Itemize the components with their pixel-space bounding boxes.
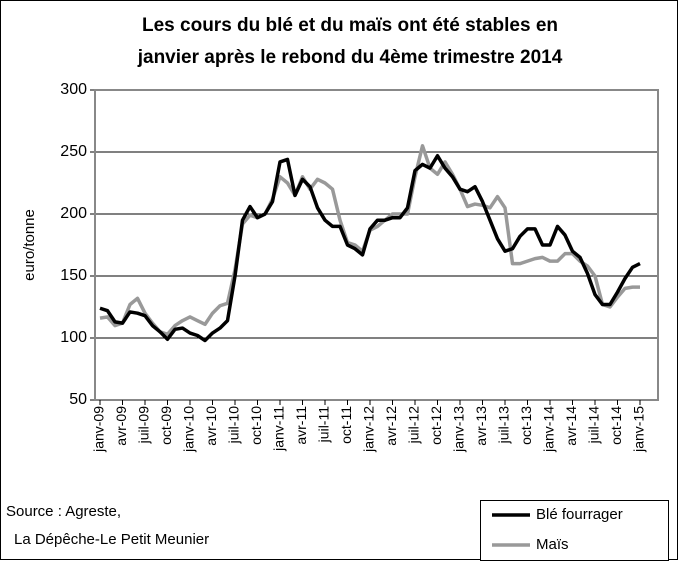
line-series <box>99 153 641 343</box>
y-tick-label: 100 <box>60 329 87 346</box>
x-tick-label: janv-13 <box>451 406 467 453</box>
x-tick-label: janv-09 <box>91 406 107 453</box>
x-tick-label: avr-09 <box>113 406 129 446</box>
y-tick-label: 50 <box>69 391 87 408</box>
x-tick-label: janv-15 <box>631 406 647 453</box>
x-tick-label: juil-11 <box>316 406 332 444</box>
legend-label: Blé fourrager <box>536 506 623 523</box>
x-tick-label: juil-14 <box>586 406 602 445</box>
x-tick-label: juil-12 <box>406 406 422 445</box>
x-tick-label: oct-10 <box>248 406 264 445</box>
x-tick-label: oct-11 <box>338 406 354 444</box>
x-tick-label: juil-09 <box>136 406 152 445</box>
x-tick-label: juil-13 <box>496 406 512 445</box>
y-axis-label: euro/tonne <box>21 209 38 281</box>
x-tick-label: avr-12 <box>383 406 399 446</box>
plot-area <box>94 89 659 401</box>
source: La Dépêche-Le Petit Meunier <box>14 531 209 548</box>
x-tick-label: avr-10 <box>203 406 219 446</box>
y-tick-label: 200 <box>60 205 87 222</box>
legend <box>480 500 669 561</box>
x-tick-label: avr-13 <box>473 406 489 446</box>
x-tick-label: janv-12 <box>361 406 377 453</box>
x-tick-label: avr-11 <box>293 406 309 445</box>
x-tick-label: oct-12 <box>428 406 444 445</box>
y-tick-label: 150 <box>60 267 87 284</box>
x-tick-label: oct-13 <box>518 406 534 445</box>
chart-title: Les cours du blé et du maïs ont été stab… <box>142 15 558 36</box>
source: Source : Agreste, <box>6 503 121 520</box>
chart-title: janvier après le rebond du 4ème trimestr… <box>137 47 563 68</box>
x-tick-label: janv-10 <box>181 406 197 453</box>
y-tick-label: 300 <box>60 81 87 98</box>
x-tick-label: oct-09 <box>158 406 174 445</box>
x-tick-label: janv-11 <box>271 406 287 452</box>
x-tick-label: oct-14 <box>608 406 624 445</box>
x-tick-label: juil-10 <box>226 406 242 445</box>
y-tick-label: 250 <box>60 143 87 160</box>
x-tick-label: janv-14 <box>541 406 557 453</box>
legend-label: Maïs <box>536 536 569 553</box>
x-tick-label: avr-14 <box>563 406 579 446</box>
